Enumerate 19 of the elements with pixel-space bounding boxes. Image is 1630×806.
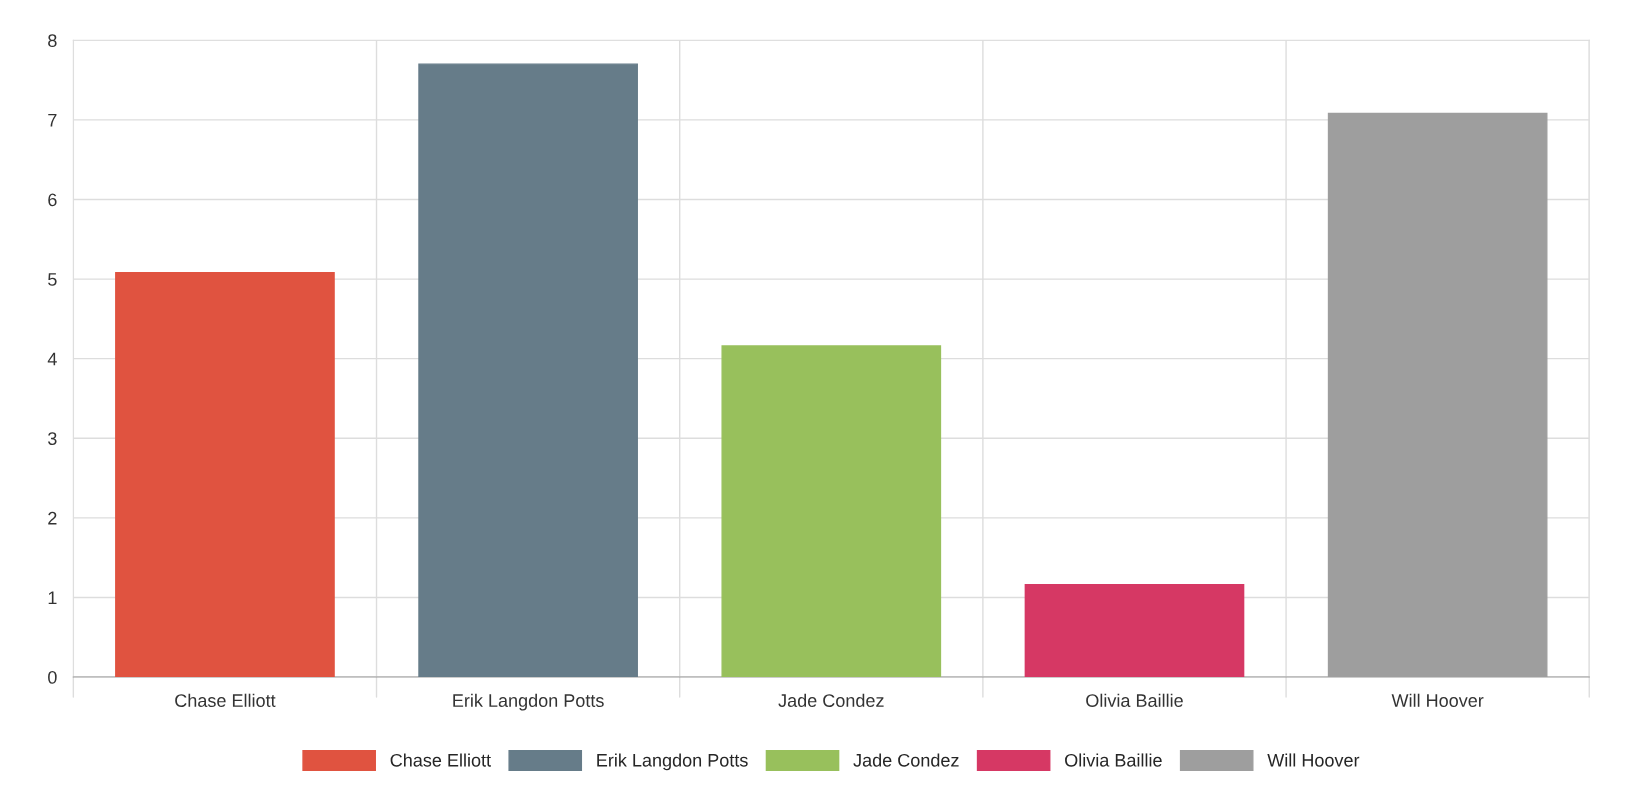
legend-label: Chase Elliott bbox=[390, 753, 491, 767]
y-tick-label: 0 bbox=[48, 670, 57, 684]
y-tick-label: 2 bbox=[48, 511, 57, 525]
y-tick-label: 4 bbox=[47, 352, 57, 366]
legend-label: Erik Langdon Potts bbox=[597, 753, 748, 771]
y-tick-label: 6 bbox=[48, 193, 57, 207]
x-tick-label: Olivia Baillie bbox=[1086, 693, 1183, 707]
legend-label: Olivia Baillie bbox=[1065, 753, 1162, 767]
x-tick-label: Jade Condez bbox=[778, 693, 884, 707]
y-tick-label: 7 bbox=[48, 114, 57, 127]
y-tick-label: 5 bbox=[48, 273, 57, 286]
x-tick-label: Will Hoover bbox=[1391, 693, 1484, 707]
legend-label: Jade Condez bbox=[853, 753, 959, 767]
y-tick-label: 3 bbox=[48, 432, 57, 445]
x-tick-label: Chase Elliott bbox=[175, 693, 276, 707]
y-tick-label: 1 bbox=[48, 591, 57, 604]
legend-label: Will Hoover bbox=[1267, 753, 1360, 767]
y-tick-label: 8 bbox=[48, 34, 57, 48]
x-tick-label: Erik Langdon Potts bbox=[453, 693, 604, 711]
